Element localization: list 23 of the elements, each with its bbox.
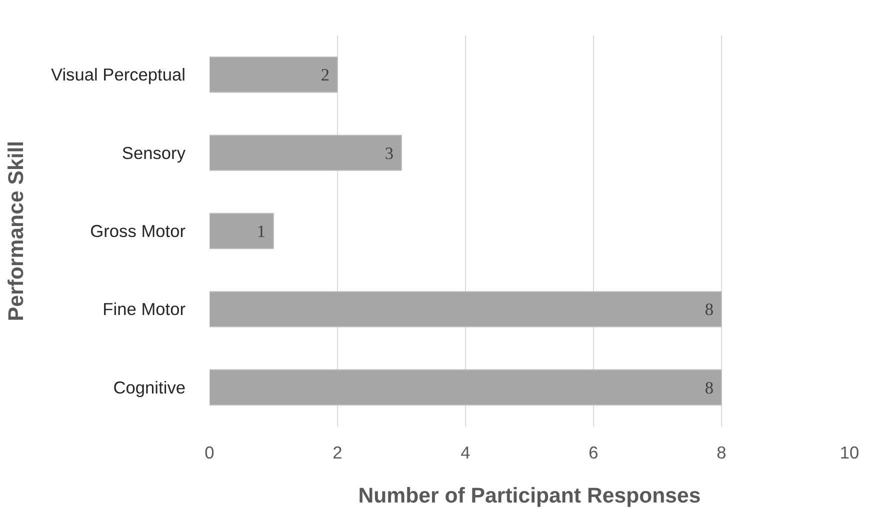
y-tick-label: Fine Motor — [102, 299, 186, 320]
data-label: 3 — [384, 144, 394, 163]
x-tick-label: 8 — [716, 442, 726, 462]
y-tick-label: Sensory — [122, 142, 186, 163]
bar — [210, 291, 722, 328]
y-tick-label: Visual Perceptual — [50, 64, 186, 85]
y-tick-label: Gross Motor — [90, 221, 186, 241]
data-label: 8 — [704, 378, 714, 398]
x-tick-label: 6 — [588, 442, 598, 462]
data-label: 1 — [256, 222, 266, 241]
y-axis-title: Performance Skill — [4, 140, 28, 322]
bar — [210, 212, 274, 250]
x-tick-label: 0 — [204, 442, 214, 462]
bar — [210, 134, 402, 171]
x-tick-label: 10 — [840, 442, 860, 462]
data-label: 2 — [320, 66, 330, 85]
data-label: 8 — [704, 300, 714, 320]
y-tick-label: Cognitive — [113, 377, 186, 398]
x-tick-label: 2 — [332, 442, 342, 462]
x-tick-label: 4 — [460, 442, 471, 462]
x-axis-title: Number of Participant Responses — [358, 484, 701, 508]
bar — [210, 56, 338, 93]
bar — [210, 369, 722, 406]
